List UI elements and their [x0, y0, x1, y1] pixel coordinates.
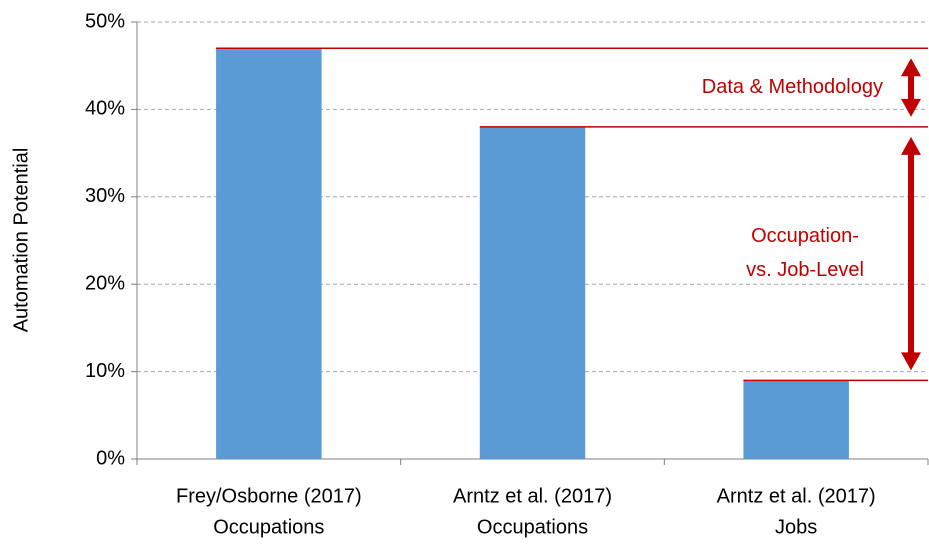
x-tick-label: Occupations — [477, 516, 588, 538]
y-tick-label: 20% — [85, 272, 125, 294]
arrow-head — [901, 352, 921, 371]
x-tick-label: Arntz et al. (2017) — [453, 485, 612, 507]
y-tick-label: 50% — [85, 10, 125, 32]
annotation: Data & Methodology — [702, 76, 883, 98]
y-tick-label: 10% — [85, 360, 125, 382]
y-tick-label: 30% — [85, 185, 125, 207]
y-axis-label: Automation Potential — [10, 148, 32, 333]
y-tick-label: 40% — [85, 98, 125, 120]
arrow-head — [901, 98, 921, 117]
x-tick-label: Jobs — [775, 516, 817, 538]
arrow-head — [901, 58, 921, 77]
bar — [479, 126, 586, 459]
x-tick-label: Frey/Osborne (2017) — [176, 485, 362, 507]
arrow-head — [901, 136, 921, 155]
annotation: Occupation- — [751, 225, 859, 247]
bar — [743, 380, 849, 459]
bar — [216, 48, 322, 459]
x-tick-label: Arntz et al. (2017) — [717, 485, 876, 507]
annotation: vs. Job-Level — [746, 259, 864, 281]
y-tick-label: 0% — [96, 447, 125, 469]
x-tick-label: Occupations — [213, 516, 324, 538]
